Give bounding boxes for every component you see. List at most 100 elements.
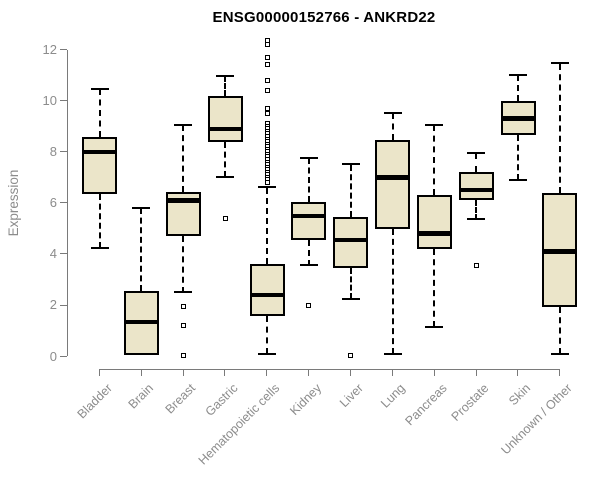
median-line [165,198,201,203]
x-axis-tick-label-skin: Skin [505,381,534,409]
whisker-cap-upper [383,112,402,115]
x-axis-tick [391,368,393,376]
whisker-cap-lower [216,176,235,179]
whisker-line-upper [391,113,394,141]
y-axis-line [66,49,68,357]
whisker-cap-lower [341,297,360,300]
box-iqr [291,201,327,241]
whisker-cap-upper [299,157,318,159]
whisker-line-lower [475,200,478,220]
outlier-point [348,352,354,358]
whisker-cap-lower [509,178,528,181]
outlier-point [180,352,186,358]
box-iqr [249,264,285,316]
box-iqr [207,95,243,142]
y-axis-tick-label: 0 [49,348,57,364]
whisker-cap-lower [174,291,193,294]
y-axis-tick-label: 2 [49,297,57,313]
y-axis-tick [59,151,67,153]
median-line [458,187,494,193]
median-line [416,231,452,236]
y-axis-tick-label: 8 [49,143,57,159]
x-axis-tick [308,368,310,376]
whisker-line-lower [98,194,101,248]
outlier-point [180,304,186,310]
median-line [291,213,327,219]
whisker-cap-lower [467,218,486,221]
x-axis-line [99,368,560,370]
whisker-line-upper [475,153,478,173]
x-axis-tick [559,368,561,376]
x-axis-tick [433,368,435,376]
whisker-cap-upper [258,186,276,189]
box-iqr [458,172,494,201]
x-axis-tick-label-liver: Liver [336,381,366,411]
x-axis-tick-label-breast: Breast [162,381,199,417]
whisker-cap-upper [425,123,444,126]
whisker-cap-lower [425,325,444,328]
y-axis-tick-label: 12 [42,41,57,57]
whisker-line-upper [307,158,310,202]
whisker-cap-upper [174,123,193,126]
whisker-cap-upper [467,151,486,154]
y-axis-tick [59,48,67,50]
x-axis-tick-label-kidney: Kidney [286,381,324,418]
whisker-line-lower [517,135,520,180]
whisker-cap-lower [299,264,318,267]
box-iqr [82,136,118,195]
median-line [207,126,243,132]
whisker-line-upper [98,89,101,137]
x-axis-tick [140,368,142,376]
whisker-line-upper [224,76,227,96]
x-axis-tick [266,368,268,376]
outlier-point [264,62,270,68]
y-axis-tick-label: 4 [49,246,57,262]
whisker-line-upper [558,63,561,193]
whisker-line-upper [349,164,352,218]
outlier-point [264,180,270,186]
x-axis-tick-label-prostate: Prostate [448,381,492,424]
whisker-cap-lower [383,352,402,355]
x-axis-tick [517,368,519,376]
outlier-point [264,105,270,111]
whisker-line-lower [391,228,394,354]
x-axis-tick-label-pancreas: Pancreas [402,381,450,429]
whisker-cap-upper [132,206,151,209]
whisker-line-lower [307,240,310,266]
median-line [542,249,578,254]
outlier-point [264,87,270,93]
median-line [82,149,118,155]
outlier-point [222,215,228,221]
outlier-point [264,41,270,47]
x-axis-tick [475,368,477,376]
y-axis-tick-label: 10 [42,92,57,108]
whisker-cap-upper [90,87,109,90]
x-axis-tick-label-lung: Lung [377,381,408,411]
y-axis-tick [59,202,67,204]
whisker-cap-lower [550,352,569,355]
whisker-line-upper [517,75,520,101]
outlier-point [180,323,186,329]
median-line [123,319,159,325]
whisker-line-lower [558,306,561,354]
whisker-line-upper [266,187,268,265]
median-line [375,175,411,180]
chart-title: ENSG00000152766 - ANKRD22 [212,9,436,26]
box-iqr [333,217,369,269]
box-iqr [416,195,452,250]
median-line [500,116,536,121]
x-axis-tick-label-bladder: Bladder [74,381,115,422]
whisker-line-lower [224,141,227,178]
whisker-cap-lower [258,352,276,355]
outlier-point [306,302,312,308]
outlier-point [473,263,479,269]
y-axis-tick [59,355,67,357]
y-axis-tick [59,99,67,101]
whisker-line-lower [433,249,436,328]
x-axis-tick-label-hematopoietic-cells: Hematopoietic cells [195,381,282,468]
median-line [333,237,369,243]
outlier-point [264,54,270,60]
whisker-cap-upper [509,73,528,76]
